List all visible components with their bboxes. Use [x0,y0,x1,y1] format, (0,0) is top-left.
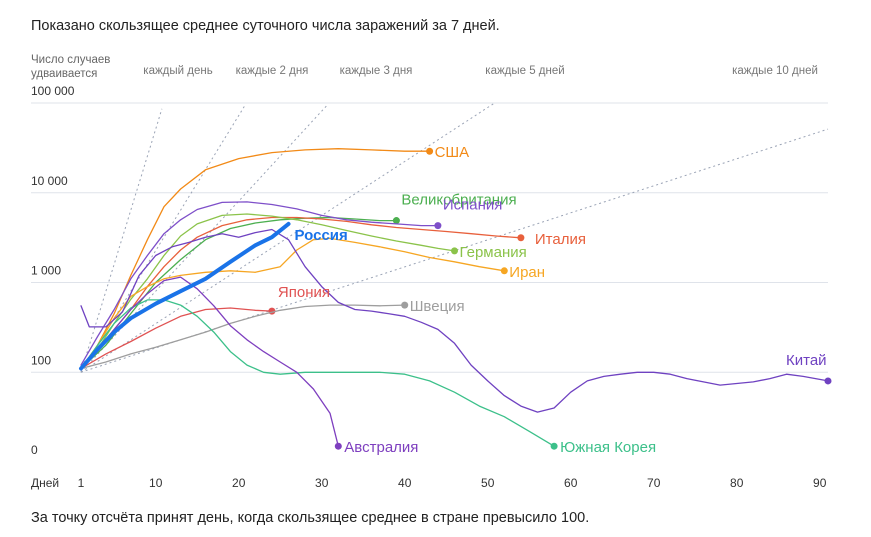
x-tick-label: 80 [730,476,744,490]
series-Россия-line [79,221,291,371]
series-Италия-label: Италия [535,231,586,248]
series-Германия-line [80,213,456,370]
doubling-guide-line [80,102,495,373]
doubling-guide-line [80,105,246,373]
x-tick-label: 40 [398,476,412,490]
doubling-guide-label: каждые 3 дня [340,65,413,77]
x-tick-label: 20 [232,476,246,490]
y-tick-label: 100 000 [31,84,75,98]
series-Япония-line [80,307,273,370]
y-tick-label: 1 000 [31,264,61,278]
series-Великобритания-end-marker [392,217,400,225]
chart-footnote: За точку отсчёта принят день, когда скол… [31,510,590,526]
doubling-guide-label: каждые 10 дней [732,65,818,77]
series-Германия-end-marker [451,247,458,255]
doubling-guides-layer: каждый день каждые 2 дня каждые 3 дня кажды… [80,65,829,373]
series-Италия-end-marker [517,234,525,242]
x-tick-label: 60 [564,476,578,490]
series-Австралия-end-marker [334,442,342,450]
axes-layer: 0 100 1 000 10 000 100 000 Число случаев удваи… [31,54,827,490]
series-Китай-line [80,228,829,413]
x-tick-label: 30 [315,476,329,490]
series-layer [79,147,832,450]
series-Швеция-end-marker [401,301,409,309]
series-Швеция-line [80,304,406,370]
y-axis-label: удваивается [31,68,97,80]
series-Испания-label: Испания [443,197,503,214]
series-Великобритания-label: Великобритания [401,192,516,209]
series-Иран-end-marker [500,267,508,275]
series-Австралия-line [80,276,339,447]
doubling-guide-label: каждые 2 дня [236,65,309,77]
series-Испания-line [80,201,439,366]
series-Китай-label: Китай [786,352,827,369]
y-tick-label: 0 [31,443,38,457]
series-Южная Корея-end-marker [550,442,558,450]
y-axis-label: Число случаев [31,54,110,66]
series-Германия-label: Германия [460,244,527,261]
series-Южная Корея-line [80,299,555,447]
series-Великобритания-line [80,216,398,370]
series-Иран-label: Иран [509,264,545,281]
doubling-guide-label: каждые 5 дней [485,65,564,77]
series-Иран-line [80,237,505,370]
series-США-line [80,148,431,370]
series-США-label: США [435,144,470,161]
chart-subtitle: Показано скользящее среднее суточного чи… [31,18,500,34]
x-axis-label: Дней [31,476,59,490]
series-Россия-label: Россия [295,227,348,244]
series-Южная Корея-label: Южная Корея [560,439,656,456]
series-Швеция-label: Швеция [410,298,465,315]
doubling-guide-label: каждый день [143,65,212,77]
series-Китай-end-marker [824,377,832,385]
series-Япония-label: Япония [278,284,330,301]
grid-layer [31,102,828,373]
x-tick-label: 70 [647,476,661,490]
series-Австралия-label: Австралия [344,439,418,456]
y-tick-label: 10 000 [31,174,68,188]
series-Испания-end-marker [434,222,442,230]
x-tick-label: 90 [813,476,827,490]
doubling-guide-line [80,108,163,373]
x-tick-label: 10 [149,476,163,490]
x-tick-label: 50 [481,476,495,490]
series-США-end-marker [426,147,434,155]
series-Италия-line [80,216,522,370]
x-tick-label: 1 [78,476,85,490]
y-tick-label: 100 [31,353,51,367]
